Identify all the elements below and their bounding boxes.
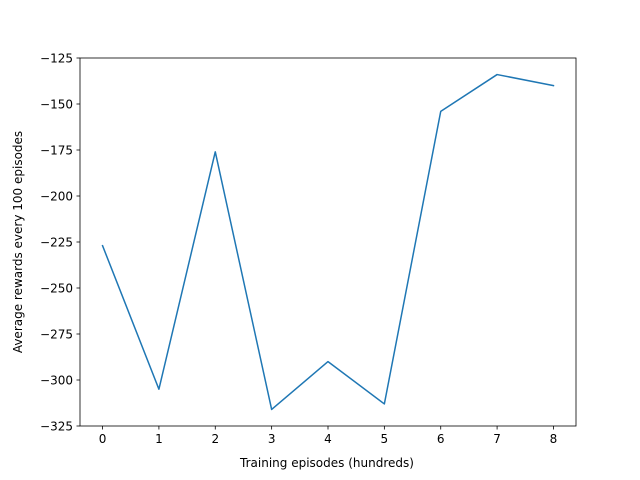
y-tick-label: −125 <box>40 52 73 66</box>
y-tick-label: −225 <box>40 236 73 250</box>
x-tick-label: 8 <box>550 432 558 446</box>
y-tick-label: −325 <box>40 420 73 434</box>
x-tick-label: 7 <box>493 432 501 446</box>
y-tick-label: −150 <box>40 98 73 112</box>
x-tick-label: 0 <box>99 432 107 446</box>
x-tick-label: 2 <box>211 432 219 446</box>
x-tick-label: 6 <box>437 432 445 446</box>
y-axis-label: Average rewards every 100 episodes <box>11 131 25 353</box>
y-tick-label: −175 <box>40 144 73 158</box>
x-tick-label: 5 <box>381 432 389 446</box>
x-tick-label: 4 <box>324 432 332 446</box>
x-axis-ticks: 0 1 2 3 4 5 6 7 8 <box>99 426 558 446</box>
y-tick-label: −200 <box>40 190 73 204</box>
y-tick-label: −300 <box>40 374 73 388</box>
x-tick-label: 3 <box>268 432 276 446</box>
series-line <box>101 73 555 411</box>
y-tick-label: −250 <box>40 282 73 296</box>
y-axis-ticks: −125 −150 −175 −200 −225 −250 −275 −300 −325 <box>40 52 80 434</box>
y-tick-label: −275 <box>40 328 73 342</box>
x-axis-label: Training episodes (hundreds) <box>239 456 414 470</box>
x-tick-label: 1 <box>155 432 163 446</box>
